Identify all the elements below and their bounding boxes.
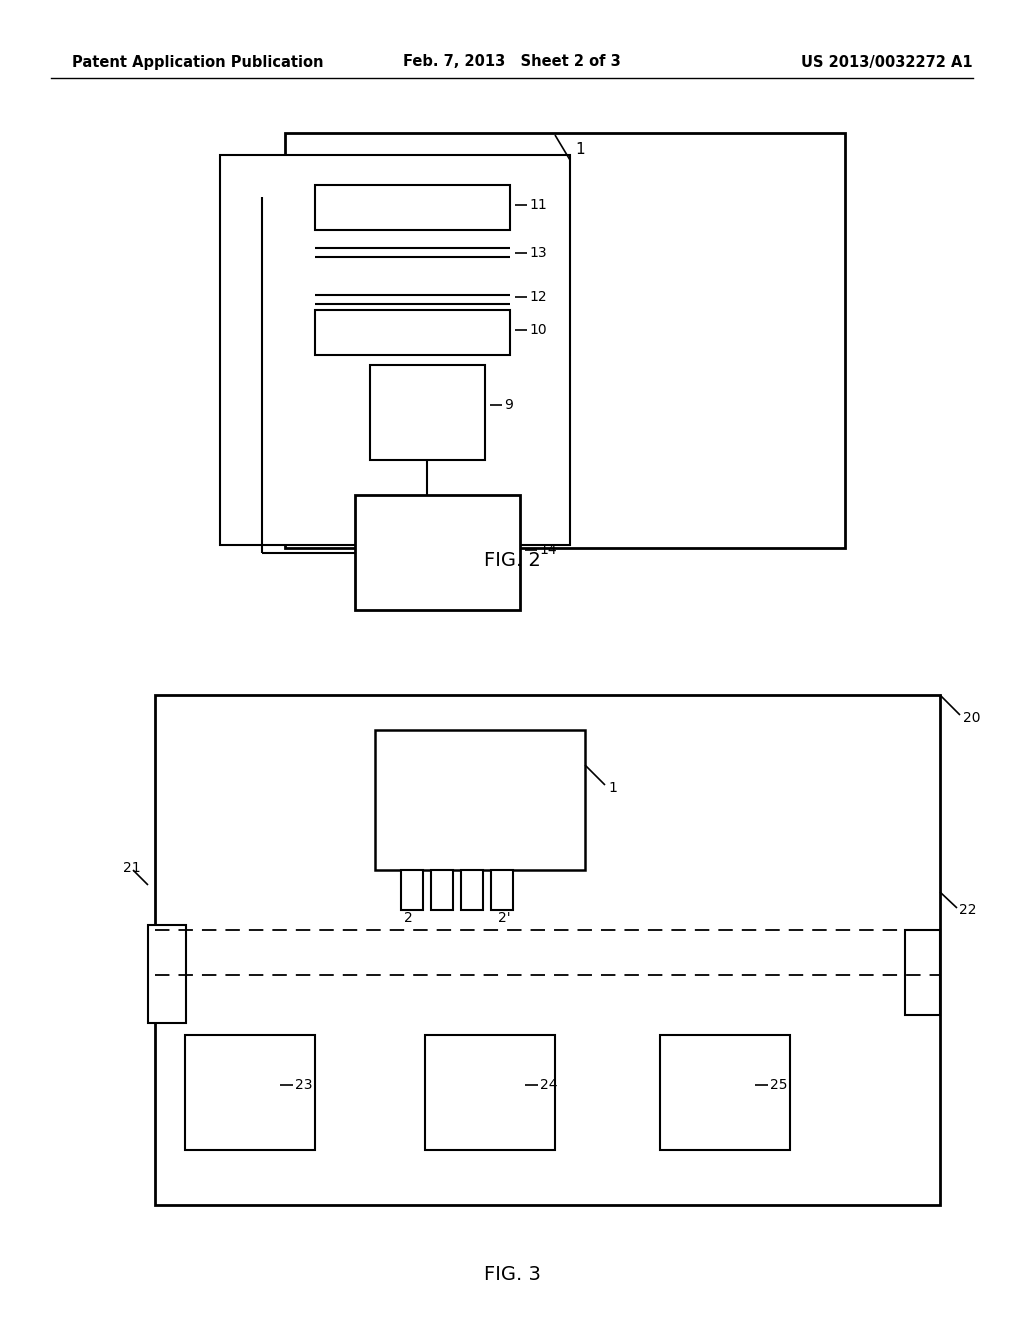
Text: 14: 14 [539, 543, 557, 557]
Bar [461, 870, 483, 909]
Text: 24: 24 [540, 1078, 557, 1092]
Text: FIG. 2: FIG. 2 [483, 550, 541, 569]
Text: 1: 1 [575, 143, 585, 157]
Bar [220, 154, 570, 545]
Text: 2: 2 [403, 911, 413, 925]
Bar [148, 925, 186, 1023]
Text: Patent Application Publication: Patent Application Publication [72, 54, 324, 70]
Text: 9: 9 [504, 399, 513, 412]
Bar [401, 870, 423, 909]
Text: 11: 11 [529, 198, 547, 213]
Text: FIG. 3: FIG. 3 [483, 1266, 541, 1284]
Text: 1: 1 [608, 781, 616, 795]
Text: 25: 25 [770, 1078, 787, 1092]
Bar [370, 366, 485, 459]
Text: 12: 12 [529, 290, 547, 304]
Text: 10: 10 [529, 323, 547, 337]
Text: 23: 23 [295, 1078, 312, 1092]
Bar [155, 696, 940, 1205]
Text: US 2013/0032272 A1: US 2013/0032272 A1 [801, 54, 973, 70]
Bar [431, 870, 453, 909]
Text: 2': 2' [498, 911, 510, 925]
Text: 20: 20 [963, 711, 981, 725]
Text: 13: 13 [529, 246, 547, 260]
Bar [375, 730, 585, 870]
Bar [285, 133, 845, 548]
Bar [315, 310, 510, 355]
Bar [660, 1035, 790, 1150]
Text: 21: 21 [123, 861, 140, 875]
Text: Feb. 7, 2013   Sheet 2 of 3: Feb. 7, 2013 Sheet 2 of 3 [403, 54, 621, 70]
Bar [490, 870, 513, 909]
Bar [185, 1035, 315, 1150]
Bar [355, 495, 520, 610]
Bar [905, 931, 940, 1015]
Bar [315, 185, 510, 230]
Bar [425, 1035, 555, 1150]
Text: 22: 22 [959, 903, 977, 917]
